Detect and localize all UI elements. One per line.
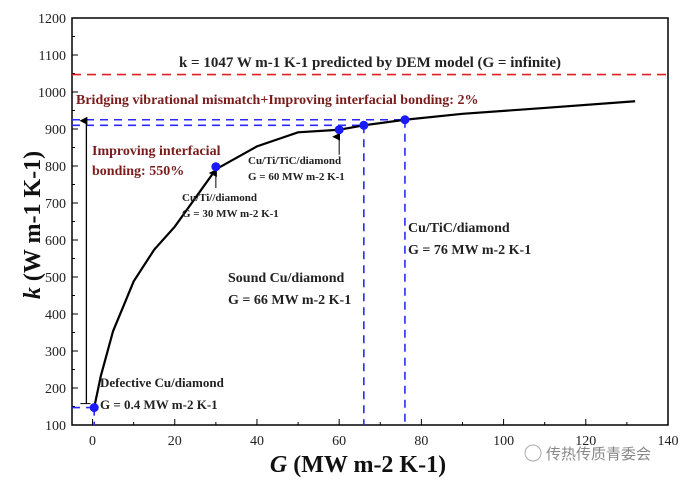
- y-tick-label: 200: [45, 382, 66, 397]
- y-tick-label: 800: [45, 160, 66, 175]
- data-point: [334, 125, 344, 135]
- y-tick-label: 1100: [39, 49, 66, 64]
- defective-label: Defective Cu/diamond: [100, 375, 225, 390]
- y-tick-label: 900: [45, 123, 66, 138]
- x-tick-label: 0: [89, 434, 96, 449]
- data-point: [400, 115, 410, 125]
- x-tick-label: 80: [414, 434, 428, 449]
- x-axis-symbol: G: [270, 452, 293, 478]
- x-tick-label: 100: [493, 434, 514, 449]
- bridging-annotation: Bridging vibrational mismatch+Improving …: [76, 93, 478, 108]
- cuti-g-label: G = 30 MW m-2 K-1: [182, 208, 279, 220]
- sound-g-label: G = 66 MW m-2 K-1: [228, 293, 351, 308]
- y-tick-label: 700: [45, 197, 66, 212]
- model-curve: [93, 100, 636, 408]
- y-tick-label: 600: [45, 234, 66, 249]
- wechat-icon: [524, 444, 542, 462]
- x-tick-label: 120: [575, 434, 596, 449]
- x-tick-label: 40: [250, 434, 264, 449]
- y-axis-title: k (W m-1 K-1): [20, 151, 46, 299]
- x-tick-label: 60: [332, 434, 346, 449]
- plot-frame: [71, 17, 669, 426]
- sound-label: Sound Cu/diamond: [228, 271, 345, 286]
- watermark: 传热传质青委会: [546, 445, 651, 463]
- y-tick-label: 100: [45, 419, 66, 434]
- cutitic-g-label: G = 60 MW m-2 K-1: [248, 171, 345, 183]
- cuti-label: Cu/Ti//diamond: [182, 192, 257, 204]
- y-tick-label: 500: [45, 271, 66, 286]
- defective-g-label: G = 0.4 MW m-2 K-1: [100, 397, 218, 412]
- cutic-label: Cu/TiC/diamond: [408, 221, 510, 236]
- y-tick-label: 1000: [38, 86, 66, 101]
- x-axis-title: G (MW m-2 K-1): [270, 452, 446, 478]
- improving-annotation: Improving interfacial: [92, 144, 221, 159]
- cutitic-label: Cu/Ti/TiC/diamond: [248, 155, 341, 167]
- x-tick-label: 140: [658, 434, 679, 449]
- x-axis-unit: (MW m-2 K-1): [293, 452, 446, 478]
- y-axis-unit: (W m-1 K-1): [20, 151, 46, 281]
- dem-annotation: k = 1047 W m-1 K-1 predicted by DEM mode…: [179, 55, 561, 71]
- y-tick-label: 1200: [38, 12, 66, 27]
- cutic-g-label: G = 76 MW m-2 K-1: [408, 243, 531, 258]
- data-point: [89, 403, 99, 413]
- data-point: [211, 162, 221, 172]
- x-tick-label: 20: [168, 434, 182, 449]
- improving-annotation: bonding: 550%: [92, 164, 184, 179]
- y-tick-label: 300: [45, 345, 66, 360]
- data-point: [359, 120, 369, 130]
- y-axis-symbol: k: [20, 281, 46, 299]
- y-tick-label: 400: [45, 308, 66, 323]
